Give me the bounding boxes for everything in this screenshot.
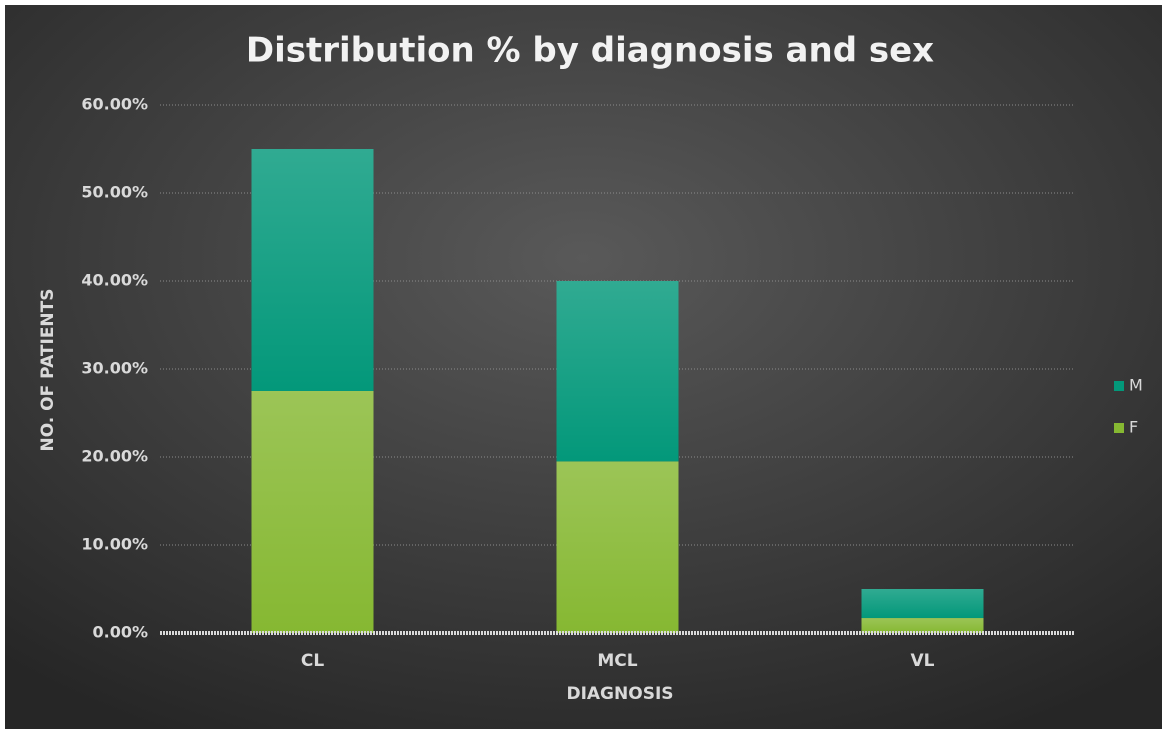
y-tick-label: 0.00% bbox=[92, 623, 148, 642]
x-axis-title: DIAGNOSIS bbox=[566, 684, 673, 704]
y-tick-label: 50.00% bbox=[81, 183, 148, 202]
bar-shine bbox=[251, 149, 374, 391]
chart-title: Distribution % by diagnosis and sex bbox=[246, 31, 934, 71]
y-axis-title: NO. OF PATIENTS bbox=[38, 288, 58, 451]
y-tick-label: 60.00% bbox=[81, 95, 148, 114]
x-tick-label: MCL bbox=[597, 651, 637, 671]
x-tick-label: VL bbox=[911, 651, 935, 671]
bar-shine bbox=[251, 391, 374, 633]
legend-label: F bbox=[1129, 418, 1138, 437]
y-tick-label: 20.00% bbox=[81, 447, 148, 466]
y-tick-label: 10.00% bbox=[81, 535, 148, 554]
x-tick-label: CL bbox=[301, 651, 324, 671]
legend-swatch bbox=[1114, 381, 1124, 391]
bar-shine bbox=[861, 589, 984, 619]
legend-swatch bbox=[1114, 423, 1124, 433]
bar-shine bbox=[861, 618, 984, 633]
y-tick-label: 30.00% bbox=[81, 359, 148, 378]
bar-shine bbox=[556, 281, 679, 462]
y-tick-label: 40.00% bbox=[81, 271, 148, 290]
bar-shine bbox=[556, 461, 679, 633]
legend-label: M bbox=[1129, 376, 1143, 395]
